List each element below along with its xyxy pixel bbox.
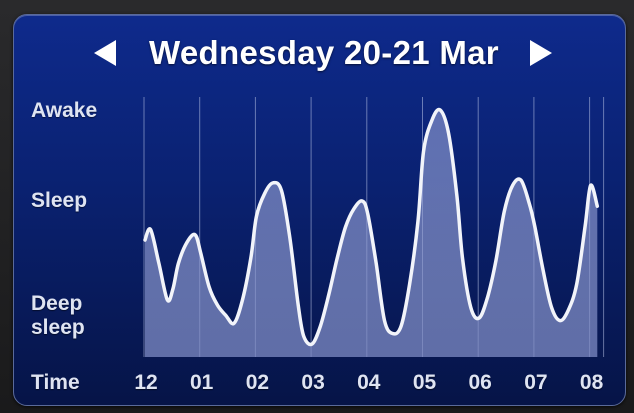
x-tick-label: 05 [412, 371, 437, 394]
x-tick-label: 07 [524, 371, 548, 394]
y-label-deep-sleep: Deep sleep [31, 292, 85, 339]
y-label-sleep: Sleep [31, 189, 88, 212]
x-tick-label: 01 [190, 371, 214, 394]
x-tick-label: 03 [301, 371, 325, 394]
y-label-awake: Awake [31, 99, 98, 122]
sleep-graph-panel: Wednesday 20-21 Mar Awake Sleep Deep sle… [13, 14, 626, 406]
x-tick-label: 06 [468, 371, 492, 394]
triangle-left-icon[interactable] [94, 40, 116, 66]
x-tick-label: 12 [134, 371, 158, 394]
sleep-line [143, 107, 600, 347]
triangle-right-icon[interactable] [530, 40, 552, 66]
x-tick-label: 02 [245, 371, 270, 394]
sleep-chart [143, 97, 605, 357]
x-axis-label: Time [31, 371, 80, 394]
date-header: Wednesday 20-21 Mar [14, 31, 625, 75]
x-tick-label: 04 [357, 371, 381, 394]
page-title: Wednesday 20-21 Mar [149, 34, 499, 71]
x-tick-label: 08 [579, 371, 604, 394]
